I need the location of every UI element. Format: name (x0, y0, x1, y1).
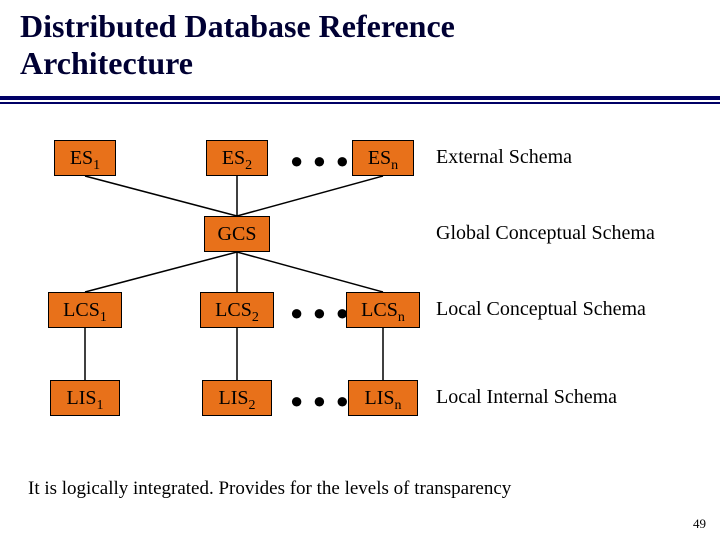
node-es1: ES1 (54, 140, 116, 176)
row-label-es: External Schema (436, 146, 572, 169)
title-underline-thick (0, 96, 720, 100)
node-lisn: LISn (348, 380, 418, 416)
node-lis1: LIS1 (50, 380, 120, 416)
title-line-2: Architecture (20, 45, 193, 81)
node-esn: ESn (352, 140, 414, 176)
node-es2: ES2 (206, 140, 268, 176)
caption: It is logically integrated. Provides for… (28, 478, 511, 500)
title-underline (0, 96, 720, 104)
row-label-lis: Local Internal Schema (436, 386, 617, 409)
node-lis2: LIS2 (202, 380, 272, 416)
title-underline-thin (0, 102, 720, 104)
slide: Distributed Database Reference Architect… (0, 0, 720, 540)
node-lcs2: LCS2 (200, 292, 274, 328)
page-number: 49 (693, 516, 706, 532)
title-line-1: Distributed Database Reference (20, 8, 455, 44)
node-gcs: GCS (204, 216, 270, 252)
node-lcs1: LCS1 (48, 292, 122, 328)
slide-title: Distributed Database Reference Architect… (20, 8, 455, 82)
row-label-gcs: Global Conceptual Schema (436, 222, 655, 245)
row-label-lcs: Local Conceptual Schema (436, 298, 646, 321)
node-lcsn: LCSn (346, 292, 420, 328)
